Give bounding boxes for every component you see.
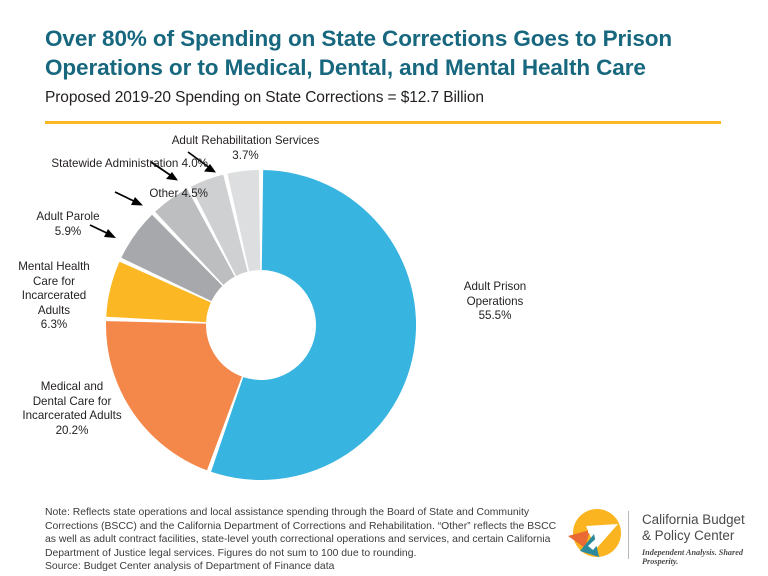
logo-arrow-icon — [588, 527, 613, 550]
donut-slice — [211, 170, 417, 481]
donut-slice — [106, 261, 211, 323]
logo-wedge-orange-icon — [568, 530, 590, 548]
donut-chart: Adult Prison Operations 55.5% Adult Reha… — [0, 130, 768, 498]
logo-divider — [628, 511, 629, 559]
leader-arrowhead-admin — [166, 172, 178, 181]
donut-slice — [155, 188, 235, 285]
chart-note: Note: Reflects state operations and loca… — [45, 507, 557, 559]
leader-arrows — [89, 151, 216, 238]
slice-label-rehab: Adult Rehabilitation Services 3.7% — [171, 134, 320, 162]
slice-label-mental: Mental Health Care for Incarcerated Adul… — [18, 260, 90, 331]
chart-source: Source: Budget Center analysis of Depart… — [45, 561, 335, 572]
slice-label-prison: Adult Prison Operations 55.5% — [463, 280, 527, 322]
page-title: Over 80% of Spending on State Correction… — [45, 26, 673, 80]
donut-slice — [190, 174, 248, 276]
leader-arrowhead-other — [131, 197, 143, 206]
leader-arrowhead-parole — [104, 229, 116, 238]
page-subtitle: Proposed 2019-20 Spending on State Corre… — [45, 89, 484, 106]
logo-name: California Budget & Policy Center — [642, 512, 745, 543]
leader-arrowhead-rehab — [204, 164, 216, 173]
slice-label-admin: Statewide Administration 4.0% — [51, 157, 208, 170]
slice-label-other: Other 4.5% — [149, 187, 208, 200]
donut-svg — [89, 151, 417, 481]
donut-slices — [106, 170, 417, 481]
slice-label-parole: Adult Parole 5.9% — [36, 210, 100, 238]
slice-label-medical: Medical and Dental Care for Incarcerated… — [22, 380, 122, 437]
logo-mark-icon — [568, 509, 621, 557]
organization-logo: California Budget & Policy Center Indepe… — [566, 506, 746, 568]
header-divider — [45, 121, 721, 124]
donut-slice — [227, 170, 261, 272]
donut-slice — [121, 214, 223, 302]
logo-tagline: Independent Analysis. Shared Prosperity. — [642, 548, 743, 566]
donut-slice — [106, 321, 242, 471]
